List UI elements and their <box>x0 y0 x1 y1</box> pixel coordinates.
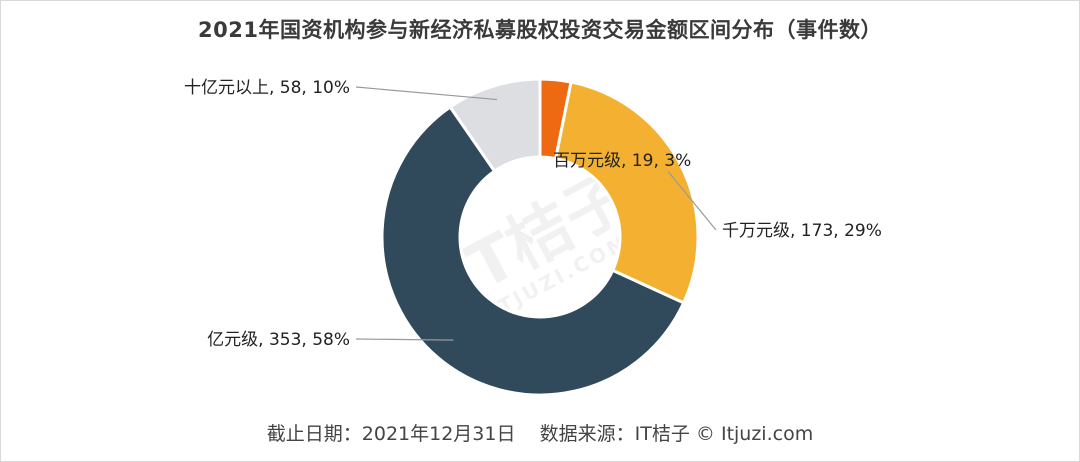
slices <box>380 77 700 397</box>
footer-date: 截止日期：2021年12月31日 <box>266 423 516 445</box>
slice-十亿元以上 <box>448 77 542 174</box>
slice-label-亿元级: 亿元级, 353, 58% <box>207 330 350 350</box>
slice-label-千万元级: 千万元级, 173, 29% <box>722 221 882 241</box>
slice-亿元级 <box>380 104 686 397</box>
leader-line-十亿元以上 <box>355 86 498 101</box>
footer-source: 数据来源：IT桔子 © Itjuzi.com <box>539 423 814 445</box>
slice-label-百万元级: 百万元级, 19, 3% <box>553 151 691 171</box>
leader-line-千万元级 <box>667 171 717 231</box>
leader-line-亿元级 <box>355 338 454 341</box>
chart-title: 2021年国资机构参与新经济私募股权投资交易金额区间分布（事件数） <box>198 18 882 42</box>
leader-lines <box>355 86 717 341</box>
slice-千万元级 <box>553 80 700 305</box>
footer: 截止日期：2021年12月31日 数据来源：IT桔子 © Itjuzi.com <box>0 419 1080 446</box>
slice-labels: 百万元级, 19, 3% 千万元级, 173, 29% 亿元级, 353, 58% 十… <box>184 78 882 350</box>
slice-label-十亿元以上: 十亿元以上, 58, 10% <box>184 78 350 98</box>
